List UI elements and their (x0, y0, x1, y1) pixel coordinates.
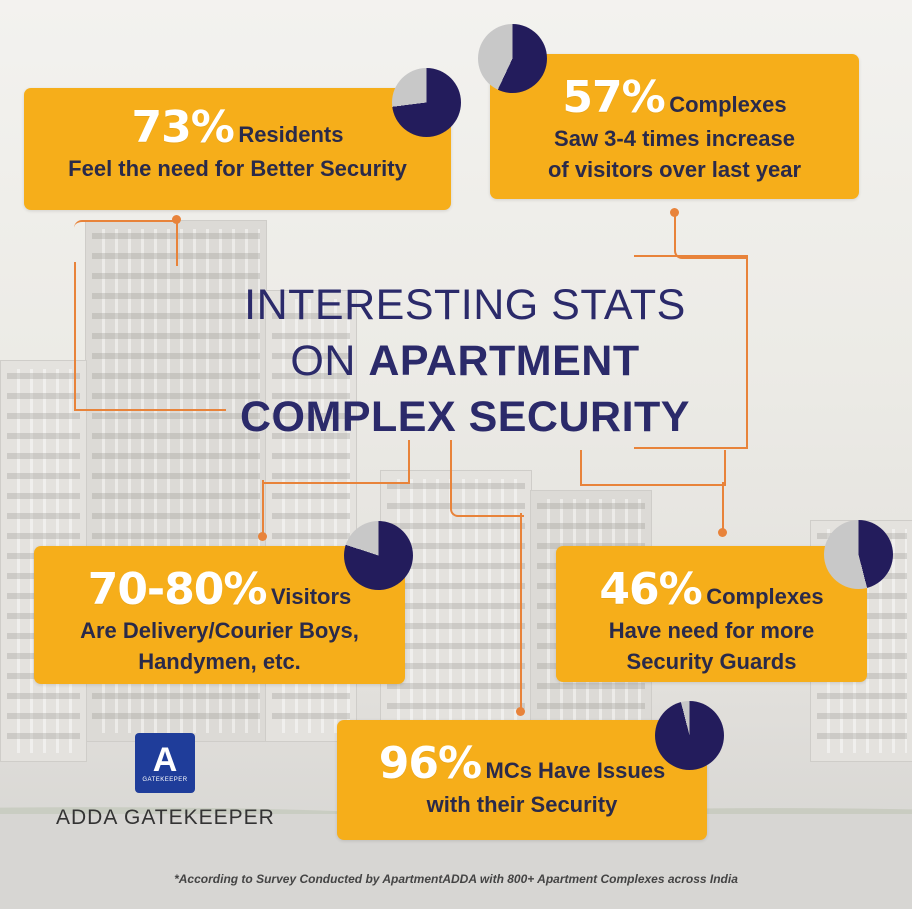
stat-text-line: of visitors over last year (547, 157, 802, 182)
stat-text-line: Are Delivery/Courier Boys, (80, 618, 359, 643)
connector-line (520, 513, 524, 711)
headline-line-3: COMPLEX SECURITY (200, 389, 730, 445)
connector-line (450, 440, 524, 517)
connector-line (262, 480, 266, 536)
connector-line (74, 262, 226, 411)
connector-line (74, 220, 178, 266)
connector-line (722, 482, 726, 532)
stat-card-headline: 73% Residents (24, 88, 451, 153)
stat-text-line: Have need for more (608, 618, 815, 643)
stat-card-headline: 57% Complexes (490, 54, 859, 123)
connector-dot (670, 208, 679, 217)
pie-chart-icon (824, 520, 893, 589)
headline: INTERESTING STATS ON APARTMENT COMPLEX S… (200, 277, 730, 445)
stat-label: Complexes (669, 92, 787, 117)
stat-label: Complexes (706, 584, 824, 609)
stat-value: 46% (599, 564, 702, 615)
stat-text-line: Feel the need for Better Security (68, 156, 407, 181)
connector-dot (172, 215, 181, 224)
stat-card-headline: 96% MCs Have Issues (337, 720, 707, 789)
stat-card-headline: 70-80% Visitors (34, 546, 405, 615)
stat-card-security-guards: 46% Complexes Have need for more Securit… (556, 546, 867, 682)
headline-line-2-prefix: ON (290, 337, 369, 385)
headline-line-1: INTERESTING STATS (244, 281, 686, 329)
stat-text-line: Saw 3-4 times increase (554, 126, 795, 151)
connector-dot (718, 528, 727, 537)
stat-card-mc-issues: 96% MCs Have Issues with their Security (337, 720, 707, 840)
headline-line-2-bold: APARTMENT (368, 337, 640, 385)
pie-chart-icon (392, 68, 461, 137)
stat-value: 70-80% (87, 564, 268, 615)
connector-dot (516, 707, 525, 716)
stat-text-line: Security Guards (626, 649, 797, 674)
connector-dot (258, 532, 267, 541)
stat-card-visitor-increase: 57% Complexes Saw 3-4 times increase of … (490, 54, 859, 199)
connector-line (262, 440, 410, 484)
pie-chart-icon (655, 701, 724, 770)
stat-label: MCs Have Issues (485, 758, 666, 783)
stat-label: Residents (238, 122, 344, 147)
stat-card-residents: 73% Residents Feel the need for Better S… (24, 88, 451, 210)
pie-chart-icon (344, 521, 413, 590)
adda-gatekeeper-logo: A GATEKEEPER (135, 733, 195, 793)
connector-line (580, 450, 726, 486)
stat-label: Visitors (270, 584, 352, 609)
brand-name: ADDA GATEKEEPER (56, 806, 275, 829)
stat-card-visitors: 70-80% Visitors Are Delivery/Courier Boy… (34, 546, 405, 684)
footnote: *According to Survey Conducted by Apartm… (174, 872, 738, 886)
stat-value: 96% (378, 738, 482, 789)
building-illustration (380, 470, 532, 752)
stat-text-line: with their Security (426, 792, 618, 817)
logo-caption: GATEKEEPER (142, 777, 188, 783)
stat-text-line: Handymen, etc. (138, 649, 301, 674)
stat-value: 73% (131, 102, 235, 153)
connector-line (634, 255, 748, 449)
pie-chart-icon (478, 24, 547, 93)
stat-value: 57% (562, 72, 665, 123)
connector-line (674, 213, 748, 259)
stat-card-headline: 46% Complexes (556, 546, 867, 615)
headline-line-3-bold: COMPLEX SECURITY (240, 393, 690, 441)
logo-letter: A (152, 741, 178, 779)
headline-line-2: ON APARTMENT (200, 333, 730, 389)
